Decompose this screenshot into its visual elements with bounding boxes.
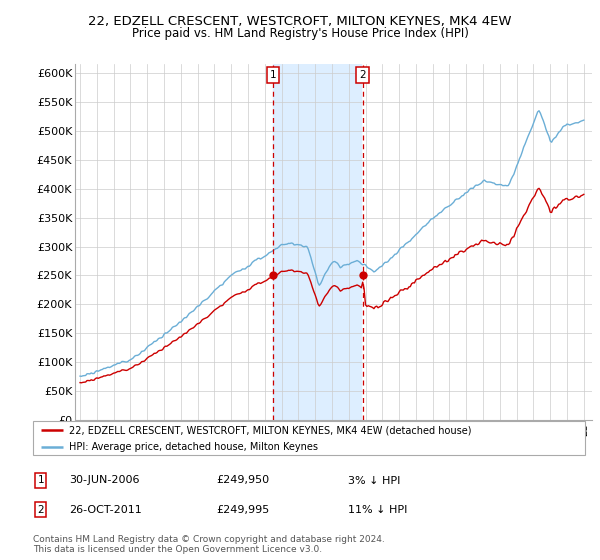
Text: 1: 1 [270,70,277,80]
Text: 2: 2 [37,505,44,515]
Text: 2: 2 [359,70,366,80]
Text: 22, EDZELL CRESCENT, WESTCROFT, MILTON KEYNES, MK4 4EW: 22, EDZELL CRESCENT, WESTCROFT, MILTON K… [88,15,512,28]
Text: 3% ↓ HPI: 3% ↓ HPI [348,475,400,486]
Text: 1: 1 [37,475,44,486]
Text: 30-JUN-2006: 30-JUN-2006 [69,475,139,486]
Text: £249,995: £249,995 [216,505,269,515]
Text: HPI: Average price, detached house, Milton Keynes: HPI: Average price, detached house, Milt… [69,442,318,452]
Text: 11% ↓ HPI: 11% ↓ HPI [348,505,407,515]
Text: Price paid vs. HM Land Registry's House Price Index (HPI): Price paid vs. HM Land Registry's House … [131,27,469,40]
Text: £249,950: £249,950 [216,475,269,486]
Text: Contains HM Land Registry data © Crown copyright and database right 2024.
This d: Contains HM Land Registry data © Crown c… [33,535,385,554]
Text: 26-OCT-2011: 26-OCT-2011 [69,505,142,515]
Text: 22, EDZELL CRESCENT, WESTCROFT, MILTON KEYNES, MK4 4EW (detached house): 22, EDZELL CRESCENT, WESTCROFT, MILTON K… [69,425,472,435]
